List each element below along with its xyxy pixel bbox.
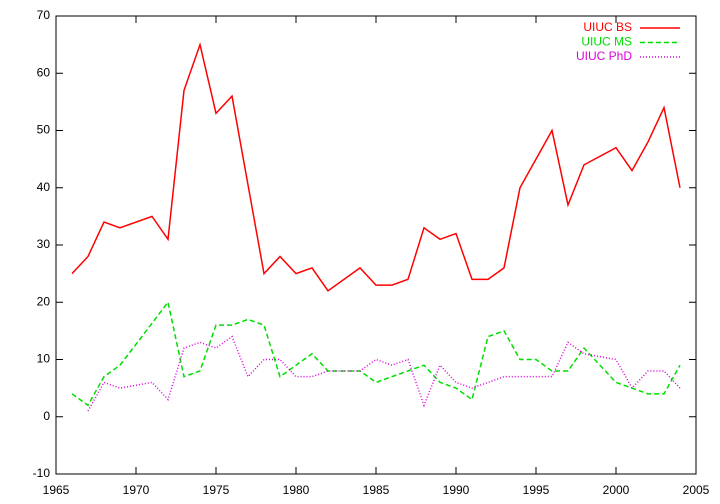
legend-label: UIUC PhD — [576, 49, 632, 63]
x-tick-label: 1985 — [363, 483, 390, 497]
data-line — [71, 41, 681, 292]
x-tick-label: 1975 — [203, 483, 230, 497]
x-tick-label: 2000 — [603, 483, 630, 497]
y-tick-label: 30 — [37, 237, 51, 251]
y-tick-label: 20 — [37, 294, 51, 308]
y-tick-label: 50 — [37, 123, 51, 137]
y-tick-label: -10 — [33, 466, 51, 480]
plot-frame — [55, 15, 697, 475]
y-tick-label: 40 — [37, 180, 51, 194]
x-tick-label: 1995 — [523, 483, 550, 497]
x-tick-label: 1965 — [43, 483, 70, 497]
y-tick-label: 0 — [43, 409, 50, 423]
y-tick-label: 10 — [37, 352, 51, 366]
x-tick-label: 2005 — [683, 483, 710, 497]
y-tick-label: 70 — [37, 8, 51, 22]
data-line — [71, 300, 681, 407]
legend-label: UIUC BS — [583, 20, 632, 34]
data-line — [87, 335, 681, 412]
legend-label: UIUC MS — [581, 35, 632, 49]
x-tick-label: 1970 — [123, 483, 150, 497]
y-tick-label: 60 — [37, 65, 51, 79]
x-tick-label: 1990 — [443, 483, 470, 497]
x-tick-label: 1980 — [283, 483, 310, 497]
